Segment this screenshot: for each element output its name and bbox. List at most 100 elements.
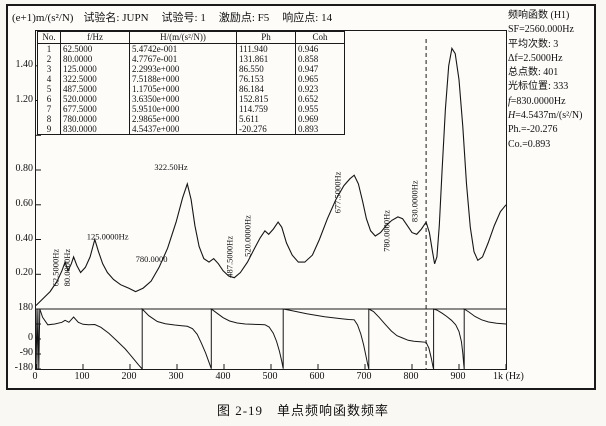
side-panel-line: 频响函数 (H1) xyxy=(508,10,570,21)
peak-annotation: 520.0000Hz xyxy=(242,215,252,257)
mag-tick-label: 1.20 xyxy=(15,93,34,105)
table-row: 5 487.5000 1.1705e+000 86.184 0.923 xyxy=(38,84,344,94)
table-cell: 125.0000 xyxy=(60,64,130,74)
table-cell: 80.0000 xyxy=(60,54,130,64)
x-tick-label: 400 xyxy=(215,371,231,382)
side-panel-line: Ph.=-20.276 xyxy=(508,124,558,136)
column-header: Coh xyxy=(295,32,344,44)
table-cell: 4.7767e-001 xyxy=(129,54,237,64)
peak-annotation: 487.5000Hz xyxy=(225,236,235,278)
mag-tick-label: 0.60 xyxy=(15,197,34,209)
table-cell: 6 xyxy=(46,94,52,104)
table-cell: 9 xyxy=(46,124,52,134)
x-tick-label: 500 xyxy=(262,371,278,382)
x-tick-label: 1k (Hz) xyxy=(493,371,524,382)
magnitude-curve xyxy=(36,46,506,306)
table-row: 7 677.5000 5.9510e+000 114.759 0.955 xyxy=(38,104,344,114)
side-panel-line: f=830.0000Hz xyxy=(508,95,566,107)
table-cell: 0.969 xyxy=(295,114,344,124)
peak-annotation: 62.5000Hz xyxy=(51,249,61,287)
table-cell: 677.5000 xyxy=(60,104,130,114)
side-panel-line: 总点数: 401 xyxy=(508,67,559,79)
table-cell: 5 xyxy=(46,84,52,94)
table-cell: 3.6350e+000 xyxy=(129,94,237,104)
table-cell: 5.9510e+000 xyxy=(129,104,237,114)
y-axis-unit-label: (e+1)m/(s²/N) xyxy=(12,12,74,24)
header-fields: 试验名: JUPN 试验号: 1 激励点: F5 响应点: 14 xyxy=(83,12,345,24)
x-tick-label: 600 xyxy=(309,371,325,382)
header-field: 试验名: JUPN xyxy=(83,12,149,24)
column-header: f/Hz xyxy=(60,32,130,44)
phase-tick-label: 0 xyxy=(28,332,33,343)
table-cell: 86.184 xyxy=(236,84,296,94)
mag-tick-label: 0.20 xyxy=(15,267,34,279)
table-cell: 76.153 xyxy=(236,74,296,84)
x-tick-label: 800 xyxy=(403,371,419,382)
phase-tick-label: 180 xyxy=(18,302,33,313)
table-cell: 322.5000 xyxy=(60,74,130,84)
side-panel-line: Co.=0.893 xyxy=(508,138,551,150)
table-cell: 62.5000 xyxy=(60,43,130,54)
peak-annotation: 830.0000Hz xyxy=(410,180,420,222)
x-tick-label: 700 xyxy=(356,371,372,382)
phase-curve xyxy=(36,307,506,369)
column-header: H/(m/(s²/N)) xyxy=(129,32,237,44)
table-cell: 0.858 xyxy=(295,54,344,64)
table-cell: 4.5437e+000 xyxy=(129,124,237,134)
table-cell: 111.940 xyxy=(236,43,296,54)
header-field: 激励点: F5 xyxy=(218,12,270,24)
peak-annotation: 677.5000Hz xyxy=(333,171,343,213)
side-panel-line: Δf=2.5000Hz xyxy=(508,52,563,64)
table-cell: 5.611 xyxy=(236,114,296,124)
header-field: 响应点: 14 xyxy=(282,12,333,24)
column-header: Ph xyxy=(236,32,296,44)
table-cell: 7.5188e+000 xyxy=(129,74,237,84)
x-tick-label: 100 xyxy=(74,371,90,382)
table-row: 9 830.0000 4.5437e+000 -20.276 0.893 xyxy=(38,124,344,134)
table-cell: 4 xyxy=(46,74,52,84)
table-cell: 520.0000 xyxy=(60,94,130,104)
header-field: 试验号: 1 xyxy=(161,12,206,24)
figure-caption: 图 2-19 单点频响函数频率 xyxy=(216,403,390,418)
table-cell: 1 xyxy=(46,44,52,54)
side-panel-line: H=4.5437m/(s²/N) xyxy=(508,110,583,122)
table-cell: 0.955 xyxy=(295,104,344,114)
x-tick-label: 900 xyxy=(450,371,466,382)
phase-tick-label: -90 xyxy=(19,347,33,358)
peak-table: No. f/Hz H/(m/(s²/N)) Ph Coh 1 62.5000 5.4742e-… xyxy=(38,32,344,134)
table-cell: 7 xyxy=(46,104,52,114)
table-cell: 1.1705e+000 xyxy=(129,84,237,94)
side-panel-line: 平均次数: 3 xyxy=(508,38,559,50)
side-panel-line: 光标位置: 333 xyxy=(508,81,569,93)
side-panel: 频响函数 (H1) SF=2560.000Hz 平均次数: 3 Δf=2.5000Hz… xyxy=(508,9,598,152)
peak-annotation: 780.0000 xyxy=(136,254,168,264)
table-cell: 487.5000 xyxy=(60,84,130,94)
x-tick-label: 200 xyxy=(121,371,137,382)
table-cell: 86.550 xyxy=(236,64,296,74)
mag-tick-label: 1.40 xyxy=(15,58,34,70)
mag-tick-label: 0.80 xyxy=(15,163,34,174)
table-cell: 0.965 xyxy=(295,74,344,84)
peak-annotation: 80.0000Hz xyxy=(62,249,72,287)
table-cell: 152.815 xyxy=(236,94,296,104)
table-row: 8 780.0000 2.9865e+000 5.611 0.969 xyxy=(38,114,344,124)
table-cell: 2.9865e+000 xyxy=(129,114,237,124)
table-cell: 114.759 xyxy=(236,104,296,114)
mag-tick-label: 0.40 xyxy=(15,232,34,244)
peak-table-panel: No. f/Hz H/(m/(s²/N)) Ph Coh 1 62.5000 5.4742e-… xyxy=(37,31,345,135)
table-cell: 8 xyxy=(46,114,52,124)
table-row: 4 322.5000 7.5188e+000 76.153 0.965 xyxy=(38,74,344,84)
phase-tick-label: -180 xyxy=(14,362,33,373)
table-cell: 0.923 xyxy=(295,84,344,94)
x-tick-label: 300 xyxy=(168,371,184,382)
table-cell: 131.861 xyxy=(236,54,296,64)
table-cell: 5.4742e-001 xyxy=(129,43,237,54)
column-header: No. xyxy=(38,32,61,44)
peak-annotation: 125.0000Hz xyxy=(87,232,129,242)
peak-annotation: 780.0000Hz xyxy=(381,210,391,252)
side-panel-line: SF=2560.000Hz xyxy=(508,24,574,36)
table-row: 3 125.0000 2.2993e+000 86.550 0.947 xyxy=(38,64,344,74)
table-cell: 780.0000 xyxy=(60,114,130,124)
header-row: (e+1)m/(s²/N) 试验名: JUPN 试验号: 1 激励点: F5 响应点: … xyxy=(12,9,502,25)
table-cell: 2 xyxy=(46,54,52,64)
